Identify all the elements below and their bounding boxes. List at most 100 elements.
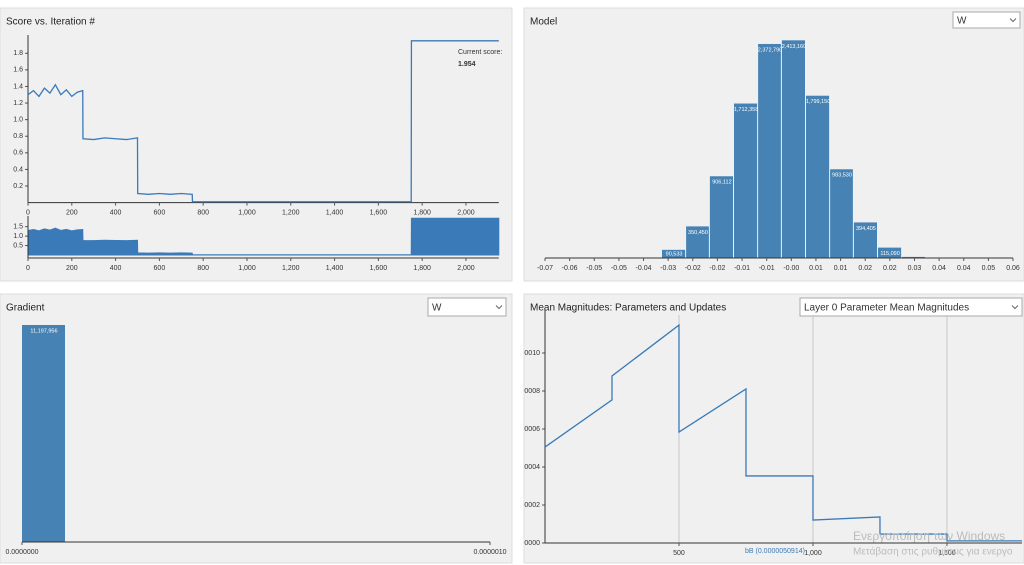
dropdown-arrow: [1011, 305, 1019, 310]
x-tick-label: -0.06: [562, 265, 578, 272]
chart: Model W 90,533 350,450 906,112 1,712,358 2,372…: [530, 11, 1021, 272]
y-tick-label: 1.6: [13, 67, 23, 74]
y-tick-label: 0.00002: [515, 502, 540, 509]
x-tick-label: -0.01: [759, 265, 775, 272]
x-tick-label: 1,500: [938, 550, 956, 557]
bar-label: 90,533: [666, 251, 683, 257]
x-tick-label: 500: [673, 550, 685, 557]
x-tick-label: -0.05: [586, 265, 602, 272]
bar: [806, 95, 830, 259]
x-tick-label: 0.01: [809, 265, 823, 272]
dropdown-box: [427, 297, 507, 317]
dropdown-arrow: [495, 305, 503, 310]
dropdown-arrow: [1009, 18, 1017, 23]
bar-label: 394,405: [856, 226, 876, 232]
x-tick-label: 0.01: [834, 265, 848, 272]
x-tick-label: 2,000: [457, 209, 475, 216]
bar-label: 1,712,358: [734, 107, 758, 113]
y-tick-label: 0.5: [13, 242, 23, 249]
y-tick-label: 1.0: [13, 116, 23, 123]
chart-title: Gradient: [6, 303, 45, 314]
charts: Score vs. Iteration # 0.2 0.4 0.6 0.8 1.0 1.2 1…: [5, 11, 1023, 558]
bar-label: 11,197,956: [30, 328, 57, 334]
chart: Score vs. Iteration # 0.2 0.4 0.6 0.8 1.0 1.2 1…: [6, 17, 502, 272]
x-tick-label: 400: [110, 265, 122, 272]
y-tick-label: 0.8: [13, 133, 23, 140]
y-tick-label: 0.00010: [515, 350, 540, 357]
bar: [758, 43, 781, 258]
x-tick-label: 1,800: [413, 209, 431, 216]
x-tick-label: 2,000: [457, 265, 475, 272]
panel: [523, 293, 1024, 564]
bar: [781, 40, 805, 258]
x-tick-label: -0.05: [611, 265, 627, 272]
x-tick-label: -0.03: [660, 265, 676, 272]
bar: [734, 103, 758, 258]
x-tick-label: -0.04: [636, 265, 652, 272]
x-tick-label: 0.03: [908, 265, 922, 272]
y-tick-label: 0.4: [13, 166, 23, 173]
x-tick-label: 0.0000010: [473, 549, 506, 556]
x-tick-label: 200: [66, 209, 78, 216]
bar-label: 906,112: [712, 180, 731, 186]
legend-entry: bB (0.0000050914): [745, 548, 805, 555]
x-tick-label: -0.02: [709, 265, 725, 272]
bar-label: 2,372,790: [758, 47, 782, 53]
dropdown[interactable]: W: [952, 11, 1021, 29]
x-tick-label: 200: [66, 265, 78, 272]
x-tick-label: 0.04: [932, 265, 946, 272]
y-tick-label: 0.2: [13, 183, 23, 190]
y-tick-label: 0.6: [13, 150, 23, 157]
x-tick-label: 1,600: [370, 265, 388, 272]
x-tick-label: 1,000: [238, 265, 256, 272]
x-tick-label: 1,200: [282, 209, 300, 216]
y-tick-label: 1.4: [13, 83, 23, 90]
chart-title: Model: [530, 17, 557, 28]
x-tick-label: -0.00: [783, 265, 799, 272]
x-tick-label: 400: [110, 209, 122, 216]
x-tick-label: 0: [26, 265, 30, 272]
annotation: Current score:: [458, 49, 502, 56]
y-tick-label: 1.0: [13, 233, 23, 240]
x-tick-label: -0.01: [734, 265, 750, 272]
dropdown-box: [799, 297, 1023, 317]
x-tick-label: 0.02: [858, 265, 872, 272]
y-tick-label: 1.8: [13, 50, 23, 57]
bar: [686, 226, 709, 258]
x-tick-label: 1,200: [282, 265, 300, 272]
line: [27, 40, 499, 203]
chart: Mean Magnitudes: Parameters and Updates L…: [515, 297, 1023, 557]
bar: [662, 249, 686, 258]
y-tick-label: 1.5: [13, 224, 23, 231]
chart-title: Mean Magnitudes: Parameters and Updates: [530, 303, 726, 314]
y-tick-label: 0.00008: [515, 388, 540, 395]
bar-label: 1,799,150: [806, 99, 830, 105]
x-tick-label: 1,000: [804, 550, 822, 557]
bar-label: 115,090: [880, 251, 899, 257]
panel: [0, 293, 513, 564]
x-tick-label: 800: [197, 209, 209, 216]
x-tick-label: 0.0000000: [5, 549, 38, 556]
x-tick-label: 800: [197, 265, 209, 272]
x-tick-label: 0.04: [957, 265, 971, 272]
x-tick-label: 600: [154, 209, 166, 216]
bar: [902, 256, 925, 258]
x-tick-label: 0.02: [883, 265, 897, 272]
dropdown[interactable]: W: [427, 297, 507, 317]
x-tick-label: 1,000: [238, 209, 256, 216]
x-tick-label: 0: [26, 209, 30, 216]
bar: [709, 176, 733, 258]
x-tick-label: 600: [154, 265, 166, 272]
watermark: Μετάβαση στις ρυθμίσεις για ενεργο: [853, 546, 1013, 558]
y-tick-label: 0.00000: [515, 540, 540, 547]
dropdown-value: W: [432, 303, 442, 314]
x-tick-label: 1,400: [326, 265, 344, 272]
dropdown-value: W: [957, 16, 967, 27]
bar-label: 350,450: [688, 230, 708, 236]
dropdown[interactable]: Layer 0 Parameter Mean Magnitudes: [799, 297, 1023, 317]
bar: [830, 169, 853, 258]
overview-area: [27, 217, 500, 256]
bar: [853, 222, 877, 258]
bar: [22, 325, 65, 542]
